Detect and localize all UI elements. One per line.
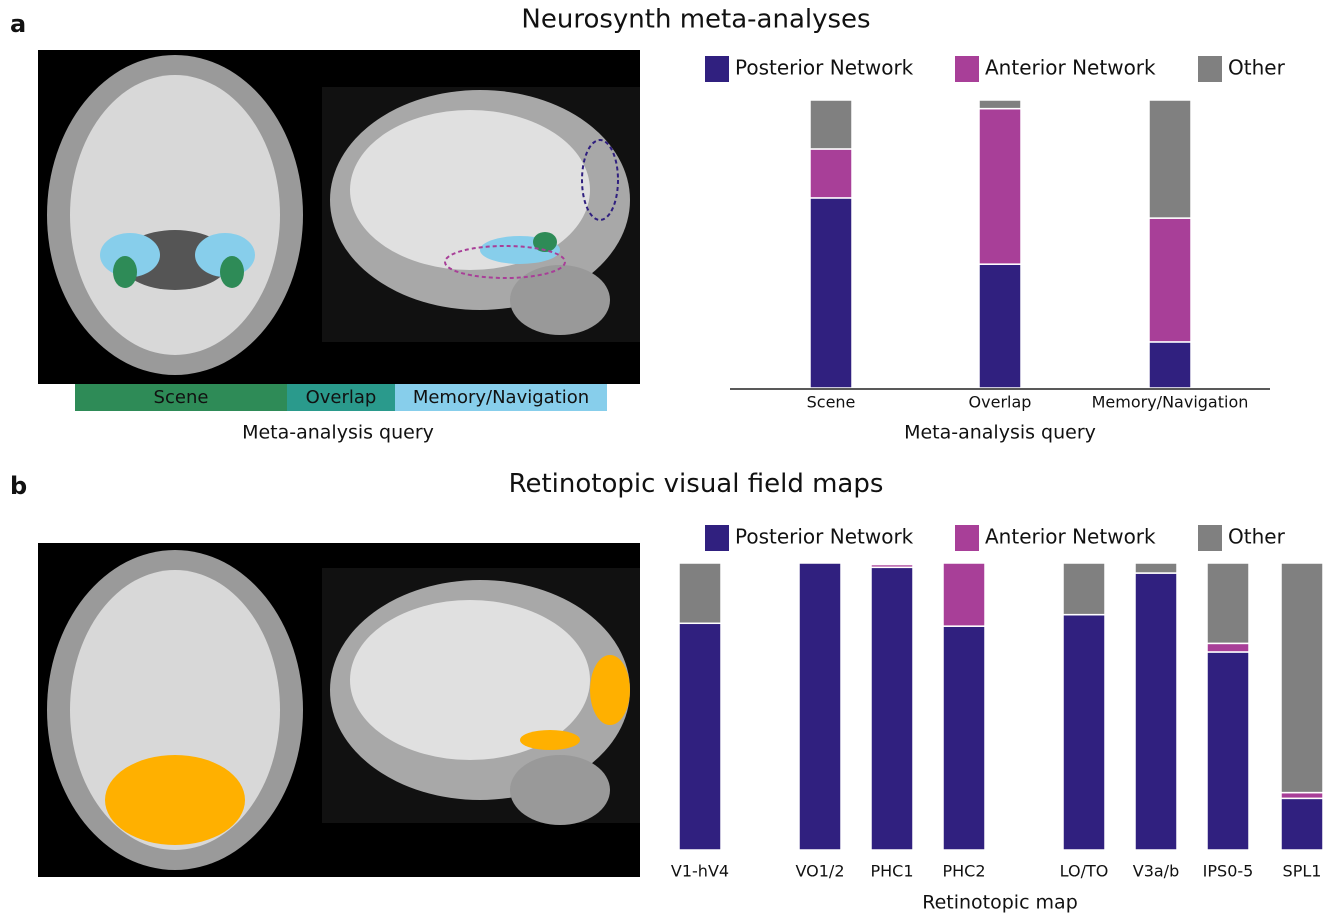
x-tick-label: V1-hV4	[671, 862, 729, 881]
brain-images-a	[38, 50, 640, 384]
image-legend-label: Memory/Navigation	[413, 387, 589, 408]
bar-segment	[1135, 563, 1177, 573]
image-legend-title: Meta-analysis query	[242, 422, 434, 444]
x-tick-label: VO1/2	[795, 862, 844, 881]
bar-segment	[679, 563, 721, 623]
figure: a Neurosynth meta-analyses Scene Overlap Mem…	[0, 0, 1335, 914]
panel-title: Neurosynth meta-analyses	[521, 5, 870, 35]
bar-segment	[810, 100, 852, 149]
retinotopic-blob	[590, 655, 630, 725]
bar-segment	[1207, 563, 1249, 643]
legend-swatch	[955, 525, 979, 551]
bar-segment	[1063, 615, 1105, 850]
legend-swatch	[1198, 56, 1222, 82]
x-tick-label: V3a/b	[1133, 862, 1179, 881]
bar-segment	[979, 264, 1021, 388]
cerebellum	[510, 265, 610, 335]
bar-segment	[979, 100, 1021, 109]
legend-swatch	[955, 56, 979, 82]
image-legend-label: Scene	[154, 387, 209, 408]
image-legend-label: Overlap	[306, 387, 377, 408]
x-tick-label: PHC2	[942, 862, 985, 881]
panel-label: b	[10, 472, 27, 500]
x-tick-label: IPS0-5	[1203, 862, 1254, 881]
x-tick-label: Overlap	[969, 393, 1032, 412]
legend-swatch	[705, 56, 729, 82]
bar-segment	[1149, 342, 1191, 388]
x-tick-label: Memory/Navigation	[1092, 393, 1249, 412]
panel-title: Retinotopic visual field maps	[509, 469, 884, 499]
legend-label: Anterior Network	[985, 56, 1156, 80]
bar-segment	[1281, 793, 1323, 799]
bar-segment	[1281, 798, 1323, 850]
bar-segment	[943, 563, 985, 626]
bar-segment	[979, 109, 1021, 265]
bar-segment	[1149, 218, 1191, 342]
panel-label: a	[10, 10, 26, 38]
retinotopic-blob	[520, 730, 580, 750]
bar-segment	[871, 563, 913, 564]
legend-label: Posterior Network	[735, 56, 914, 80]
x-axis-label: Retinotopic map	[922, 892, 1078, 914]
scene-blob	[220, 256, 244, 288]
x-tick-label: LO/TO	[1060, 862, 1109, 881]
bar-segment	[1207, 643, 1249, 652]
bar-segment	[1135, 573, 1177, 850]
bar-segment	[679, 623, 721, 850]
legend-label: Posterior Network	[735, 525, 914, 549]
x-axis-label: Meta-analysis query	[904, 422, 1096, 444]
scene-blob	[113, 256, 137, 288]
bar-segment	[871, 567, 913, 850]
legend-swatch	[705, 525, 729, 551]
legend-label: Other	[1228, 525, 1286, 549]
bar-segment	[1149, 100, 1191, 218]
bar-segment	[810, 198, 852, 388]
brain-images-b	[38, 543, 640, 877]
bar-segment	[810, 149, 852, 198]
legend-label: Anterior Network	[985, 525, 1156, 549]
axial-white-matter	[70, 75, 280, 355]
x-tick-label: SPL1	[1283, 862, 1322, 881]
x-tick-label: PHC1	[870, 862, 913, 881]
bar-segment	[943, 626, 985, 850]
legend-label: Other	[1228, 56, 1286, 80]
bar-segment	[799, 563, 841, 850]
retinotopic-blob	[105, 755, 245, 845]
bar-segment	[1063, 563, 1105, 615]
bar-segment	[1281, 563, 1323, 793]
x-tick-label: Scene	[807, 393, 856, 412]
bar-segment	[1207, 652, 1249, 850]
cerebellum	[510, 755, 610, 825]
legend-swatch	[1198, 525, 1222, 551]
